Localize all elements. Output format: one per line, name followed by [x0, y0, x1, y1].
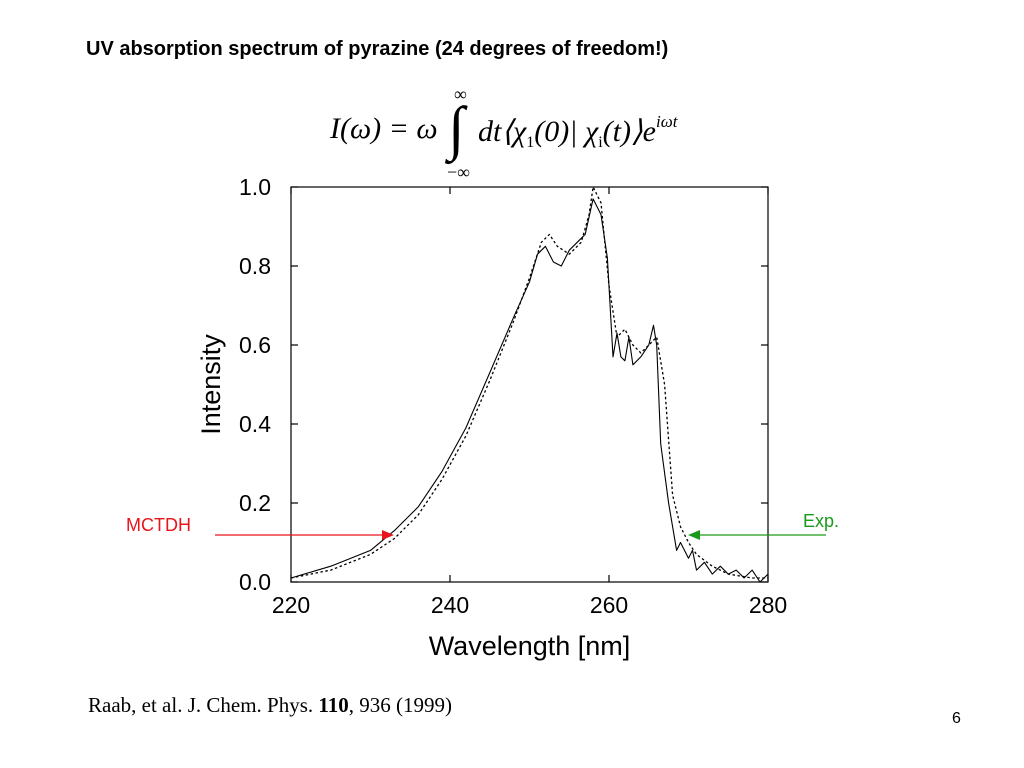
y-tick-label: 0.0 [239, 569, 271, 595]
y-tick-label: 0.2 [239, 490, 271, 516]
integral-lower-limit: −∞ [447, 162, 470, 182]
citation-volume: 110 [318, 693, 349, 717]
integrand-part-1: dt⟨χ [478, 115, 527, 148]
y-tick-label: 0.8 [239, 253, 271, 279]
citation-pages: , 936 (1999) [348, 693, 452, 717]
slide-title: UV absorption spectrum of pyrazine (24 d… [86, 38, 669, 60]
mctdh-label: MCTDH [126, 515, 191, 535]
x-axis: 220 240 260 280 [272, 187, 787, 618]
x-tick-label: 220 [272, 592, 310, 618]
integrand-part-2: (0)| χ [534, 115, 599, 148]
y-tick-label: 1.0 [239, 174, 271, 200]
citation-authors: Raab, et al. J. Chem. Phys. [88, 693, 319, 717]
plot-frame [290, 186, 769, 583]
y-tick-label: 0.6 [239, 332, 271, 358]
absorption-formula: I(ω) = ω ∫ ∞ −∞ dt⟨χ1(0)| χi(t)⟩eiωt [330, 84, 730, 183]
integral-upper-limit: ∞ [454, 84, 467, 104]
mctdh-arrowhead [382, 530, 394, 540]
integrand-part-3: (t)⟩e [602, 115, 656, 148]
exp-arrowhead [688, 530, 700, 540]
formula-integrand: dt⟨χ1(0)| χi(t)⟩eiωt [478, 112, 677, 152]
series-line-exp [290, 198, 769, 583]
exp-annotation: Exp. [688, 511, 839, 540]
y-tick-label: 0.4 [239, 411, 271, 437]
x-tick-label: 260 [590, 592, 628, 618]
x-tick-label: 240 [431, 592, 469, 618]
exponent: iωt [655, 112, 678, 131]
series-layer [290, 186, 769, 583]
citation: Raab, et al. J. Chem. Phys. 110, 936 (19… [88, 693, 452, 718]
series-line-mctdh [290, 186, 768, 579]
y-axis: 0.0 0.2 0.4 0.6 0.8 1.0 [239, 174, 768, 595]
x-tick-label: 280 [749, 592, 787, 618]
y-axis-label: Intensity [196, 334, 226, 435]
subscript-1: 1 [526, 134, 535, 151]
x-axis-label: Wavelength [nm] [429, 631, 631, 661]
page-number: 6 [952, 710, 961, 727]
exp-label: Exp. [803, 511, 839, 531]
formula-lhs: I(ω) = ω [330, 112, 438, 145]
subscript-i: i [598, 134, 603, 151]
integral-sign: ∫ [448, 95, 465, 161]
mctdh-annotation: MCTDH [126, 515, 394, 540]
